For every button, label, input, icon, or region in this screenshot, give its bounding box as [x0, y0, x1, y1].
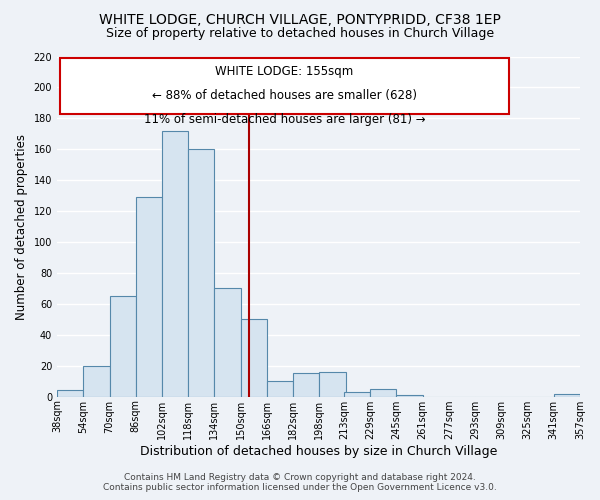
Bar: [397, 395, 422, 396]
Bar: [370, 389, 397, 396]
Bar: [319, 372, 346, 396]
Y-axis label: Number of detached properties: Number of detached properties: [15, 134, 28, 320]
Bar: [83, 366, 110, 396]
Bar: [188, 150, 214, 396]
FancyBboxPatch shape: [59, 58, 509, 114]
Bar: [136, 197, 162, 396]
Bar: [293, 374, 319, 396]
X-axis label: Distribution of detached houses by size in Church Village: Distribution of detached houses by size …: [140, 444, 497, 458]
Text: WHITE LODGE, CHURCH VILLAGE, PONTYPRIDD, CF38 1EP: WHITE LODGE, CHURCH VILLAGE, PONTYPRIDD,…: [99, 12, 501, 26]
Text: WHITE LODGE: 155sqm: WHITE LODGE: 155sqm: [215, 65, 353, 78]
Text: Size of property relative to detached houses in Church Village: Size of property relative to detached ho…: [106, 28, 494, 40]
Bar: [241, 320, 267, 396]
Text: 11% of semi-detached houses are larger (81) →: 11% of semi-detached houses are larger (…: [144, 112, 425, 126]
Text: Contains HM Land Registry data © Crown copyright and database right 2024.
Contai: Contains HM Land Registry data © Crown c…: [103, 473, 497, 492]
Bar: [344, 392, 370, 396]
Bar: [267, 381, 293, 396]
Bar: [554, 394, 580, 396]
Text: ← 88% of detached houses are smaller (628): ← 88% of detached houses are smaller (62…: [152, 89, 417, 102]
Bar: [214, 288, 241, 397]
Bar: [57, 390, 83, 396]
Bar: [110, 296, 136, 396]
Bar: [162, 130, 188, 396]
